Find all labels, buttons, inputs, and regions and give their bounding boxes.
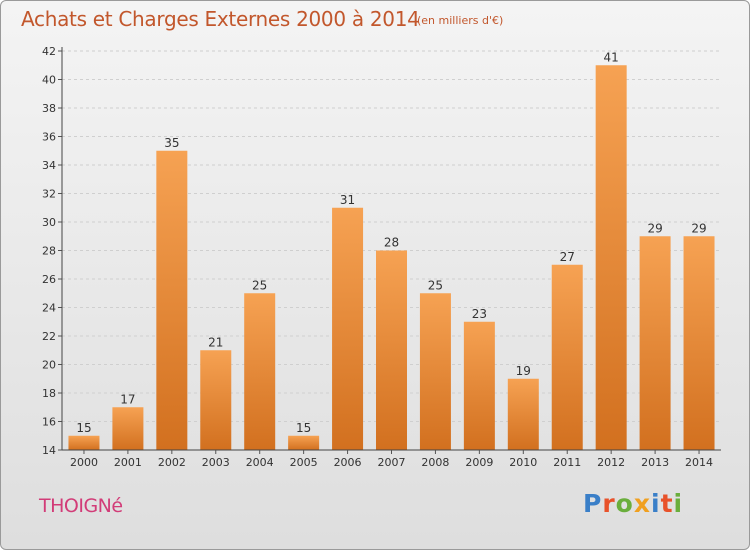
y-tick-label: 34 (42, 159, 56, 172)
x-tick-label: 2006 (334, 456, 362, 469)
x-tick-label: 2014 (685, 456, 713, 469)
bar (68, 435, 100, 450)
data-label: 35 (164, 136, 179, 150)
bar (156, 150, 188, 450)
data-label: 21 (208, 335, 223, 349)
bar (332, 207, 364, 450)
bars (68, 65, 715, 450)
x-tick-label: 2012 (597, 456, 625, 469)
bar (595, 65, 627, 450)
x-tick-label: 2009 (465, 456, 493, 469)
data-label: 31 (340, 193, 355, 207)
x-tick-label: 2011 (553, 456, 581, 469)
x-tick-label: 2003 (202, 456, 230, 469)
y-tick-label: 38 (42, 102, 56, 115)
labels: 14 16 18 20 22 24 26 28 30 32 34 36 38 40 42 15 2000 17 20… (42, 45, 713, 469)
bar (683, 236, 715, 450)
data-label: 23 (472, 307, 487, 321)
bar (244, 293, 276, 450)
data-label: 25 (252, 278, 267, 292)
y-tick-label: 40 (42, 74, 56, 87)
x-tick-label: 2002 (158, 456, 186, 469)
x-tick-label: 2013 (641, 456, 669, 469)
logo-letter: i (651, 489, 661, 518)
y-tick-label: 16 (42, 416, 56, 429)
bar (639, 236, 671, 450)
y-tick-label: 30 (42, 216, 56, 229)
bar (376, 250, 407, 450)
axes (58, 47, 721, 454)
logo-letter: P (583, 489, 603, 518)
data-label: 41 (604, 50, 619, 64)
y-tick-label: 28 (42, 245, 56, 258)
logo-letter: t (660, 489, 674, 518)
data-label: 25 (428, 278, 443, 292)
chart-title: Achats et Charges Externes 2000 à 2014 (21, 7, 420, 31)
x-tick-label: 2004 (246, 456, 274, 469)
bar (551, 264, 583, 450)
chart-subtitle: (en milliers d'€) (417, 14, 504, 27)
bar (200, 350, 232, 450)
bar (112, 407, 144, 450)
y-tick-label: 24 (42, 302, 56, 315)
y-tick-label: 32 (42, 188, 56, 201)
proxiti-logo: Proxiti (583, 489, 683, 518)
logo-letter: x (633, 489, 651, 518)
bar (288, 435, 320, 450)
x-tick-label: 2010 (509, 456, 537, 469)
bar (419, 293, 451, 450)
data-label: 29 (691, 221, 706, 235)
data-label: 17 (120, 392, 135, 406)
logo-letter: o (615, 489, 634, 518)
x-tick-label: 2008 (421, 456, 449, 469)
data-label: 15 (76, 421, 91, 435)
y-tick-label: 20 (42, 359, 56, 372)
data-label: 27 (560, 250, 575, 264)
y-tick-label: 36 (42, 131, 56, 144)
data-label: 29 (647, 221, 662, 235)
y-tick-label: 14 (42, 444, 56, 457)
y-tick-label: 42 (42, 45, 56, 58)
data-label: 28 (384, 236, 399, 250)
x-tick-label: 2001 (114, 456, 142, 469)
data-label: 19 (516, 364, 531, 378)
bar (463, 321, 495, 450)
x-tick-label: 2007 (378, 456, 406, 469)
x-tick-label: 2000 (70, 456, 98, 469)
logo-letter: r (602, 489, 616, 518)
commune-name: THOIGNé (39, 495, 123, 517)
bar (507, 378, 539, 450)
y-tick-label: 18 (42, 387, 56, 400)
logo-letter: i (673, 489, 684, 518)
y-tick-label: 22 (42, 330, 56, 343)
y-tick-label: 26 (42, 273, 56, 286)
data-label: 15 (296, 421, 311, 435)
x-tick-label: 2005 (290, 456, 318, 469)
